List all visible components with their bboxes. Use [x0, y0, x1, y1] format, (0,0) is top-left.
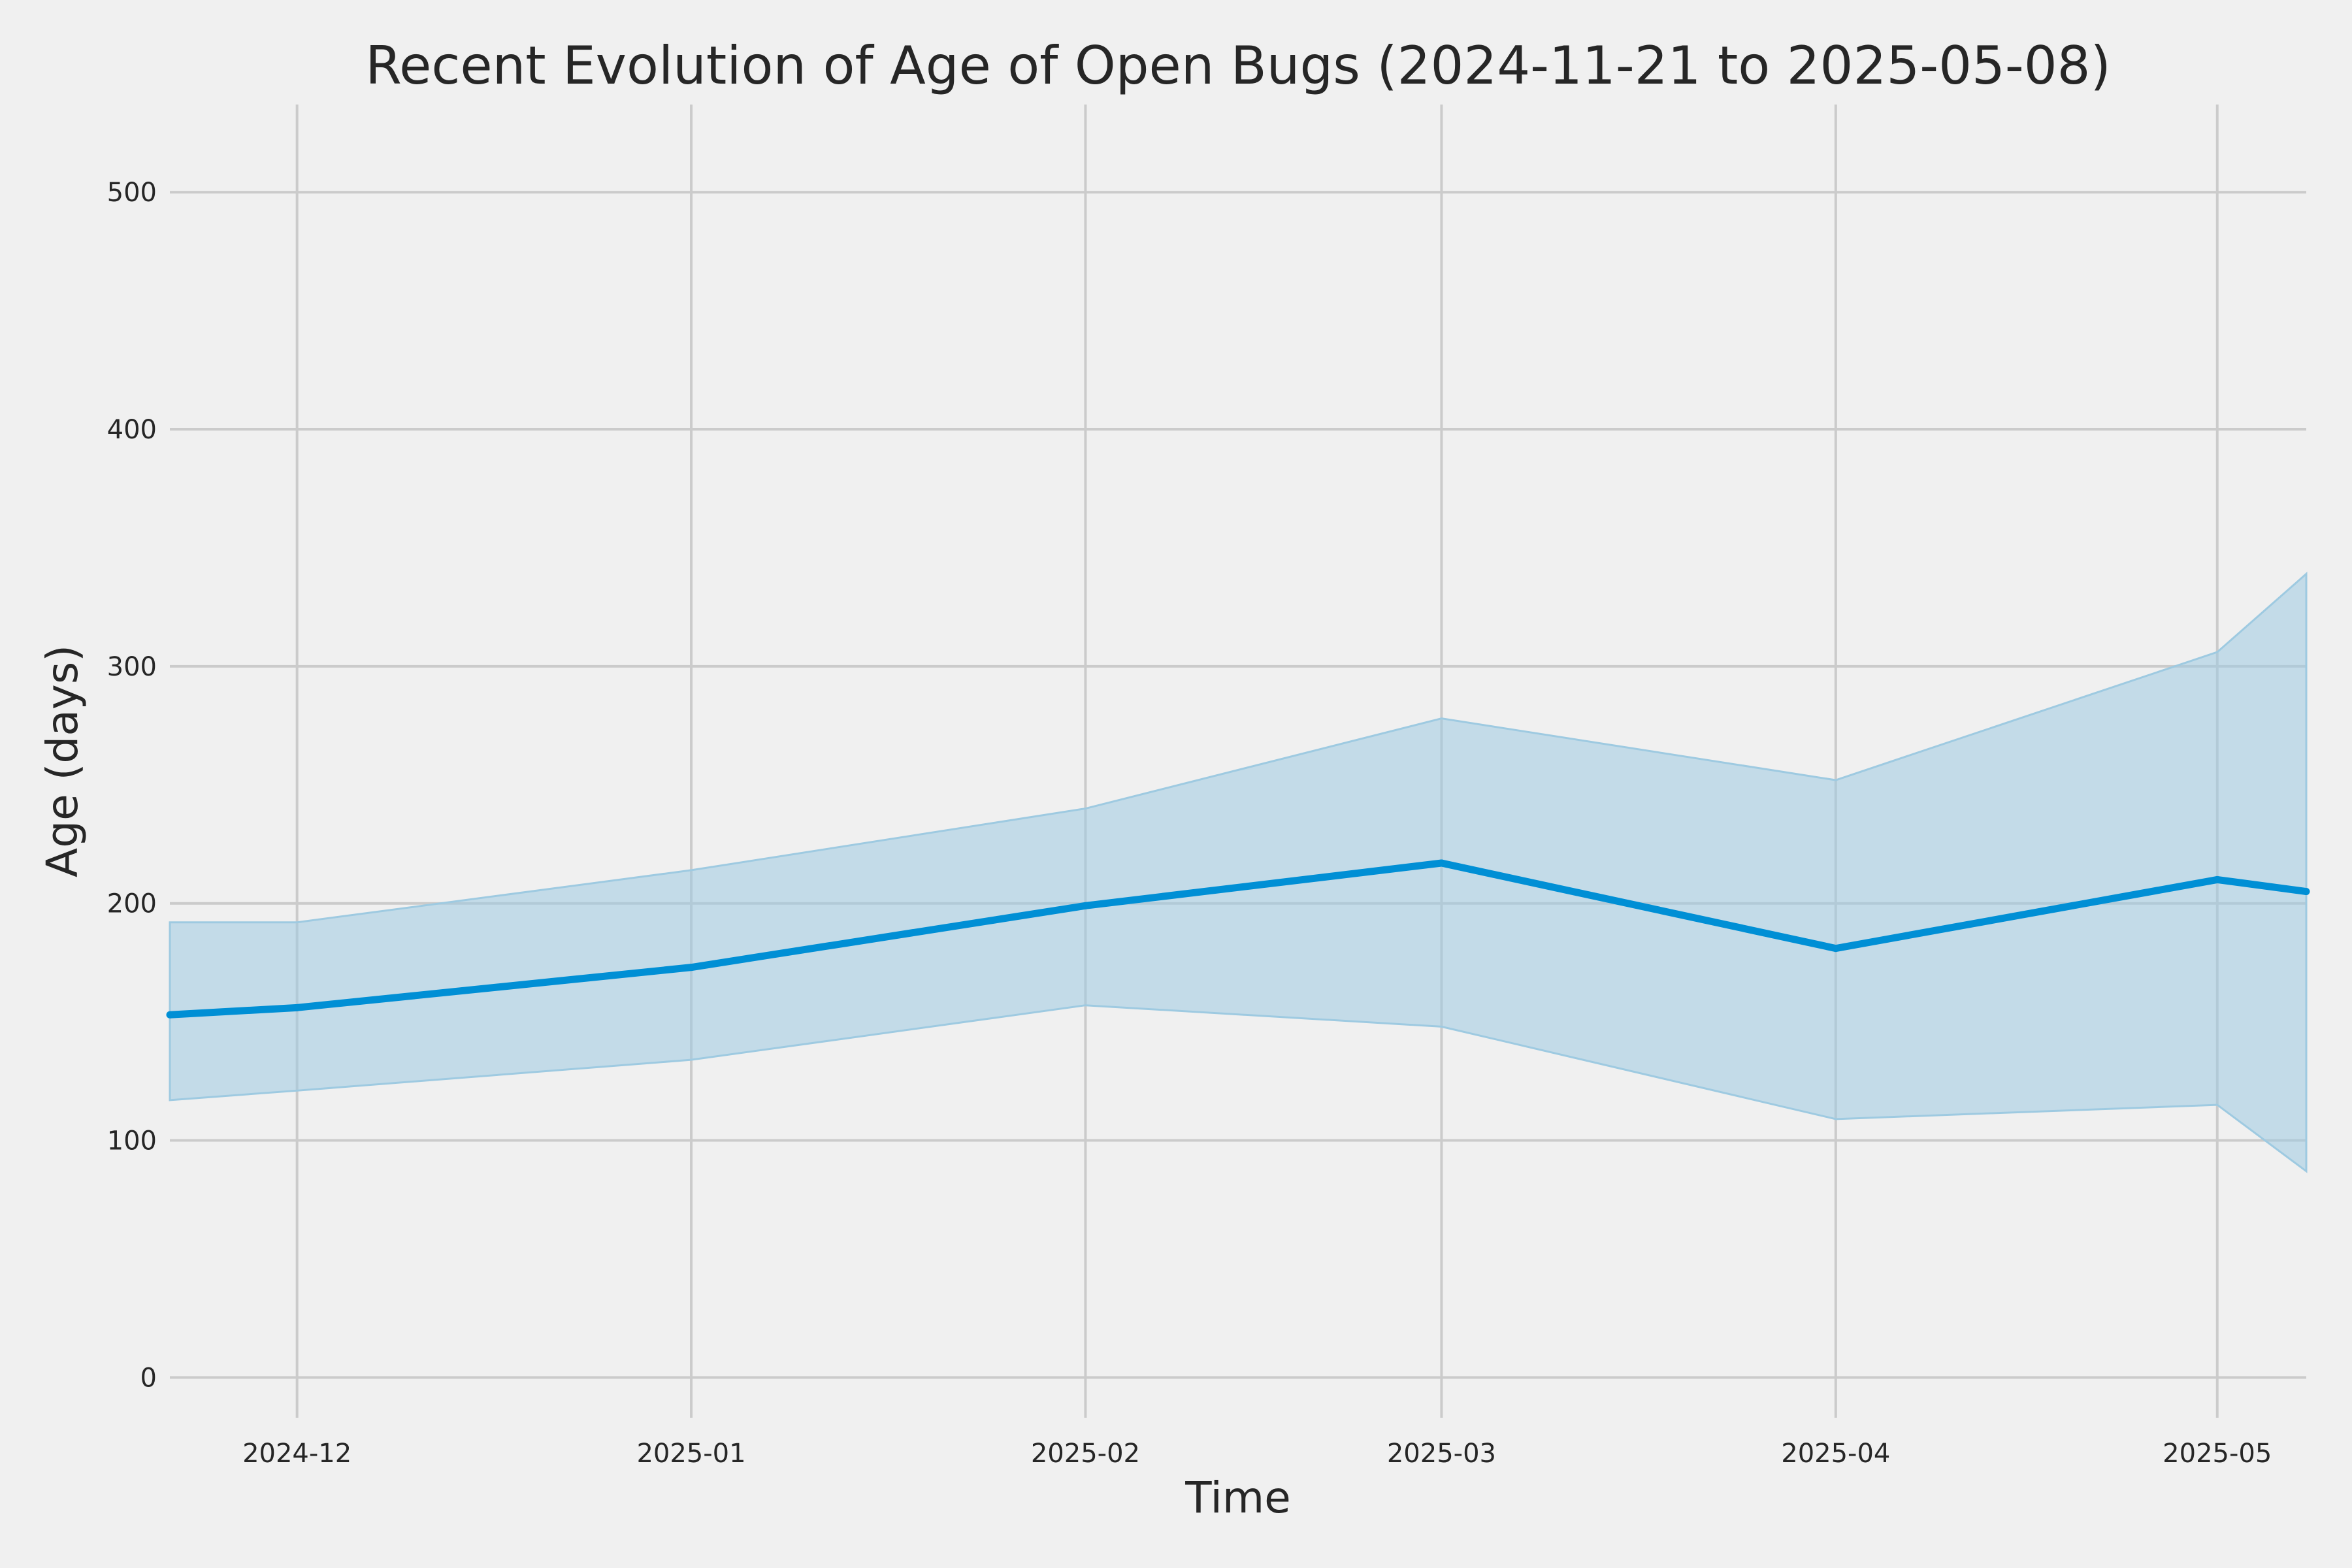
- confidence-band: [169, 572, 2308, 1173]
- y-tick-label: 100: [107, 1126, 157, 1156]
- data-point: [1081, 902, 1089, 909]
- data-point: [687, 964, 695, 972]
- y-axis-label: Age (days): [37, 645, 88, 877]
- x-axis-label: Time: [1184, 1473, 1291, 1523]
- y-tick-label: 500: [107, 178, 157, 208]
- median-age-line: [169, 859, 2307, 1019]
- y-tick-labels: 0 100 200 300 400 500: [107, 178, 157, 1393]
- x-tick-label: 2025-02: [1031, 1439, 1140, 1469]
- x-tick-label: 2025-05: [2163, 1439, 2272, 1469]
- data-point: [1832, 945, 1840, 953]
- x-tick-label: 2025-01: [636, 1439, 745, 1469]
- x-tick-labels: 2024-12 2025-01 2025-02 2025-03 2025-04 2025-…: [242, 1439, 2272, 1469]
- data-point: [2213, 875, 2221, 883]
- series-line-layer: [169, 859, 2307, 1019]
- y-tick-label: 200: [107, 889, 157, 919]
- x-tick-label: 2025-03: [1387, 1439, 1496, 1469]
- chart-title: Recent Evolution of Age of Open Bugs (20…: [365, 35, 2111, 96]
- data-point: [2302, 888, 2310, 896]
- data-point: [166, 1011, 174, 1019]
- y-tick-label: 0: [140, 1363, 157, 1393]
- y-tick-label: 300: [107, 652, 157, 682]
- data-point: [1437, 859, 1445, 867]
- data-points-layer: [166, 859, 2310, 1019]
- confidence-band-layer: [169, 572, 2308, 1173]
- x-tick-label: 2025-04: [1781, 1439, 1890, 1469]
- data-point: [293, 1004, 301, 1011]
- x-tick-label: 2024-12: [242, 1439, 351, 1469]
- y-tick-label: 400: [107, 415, 157, 445]
